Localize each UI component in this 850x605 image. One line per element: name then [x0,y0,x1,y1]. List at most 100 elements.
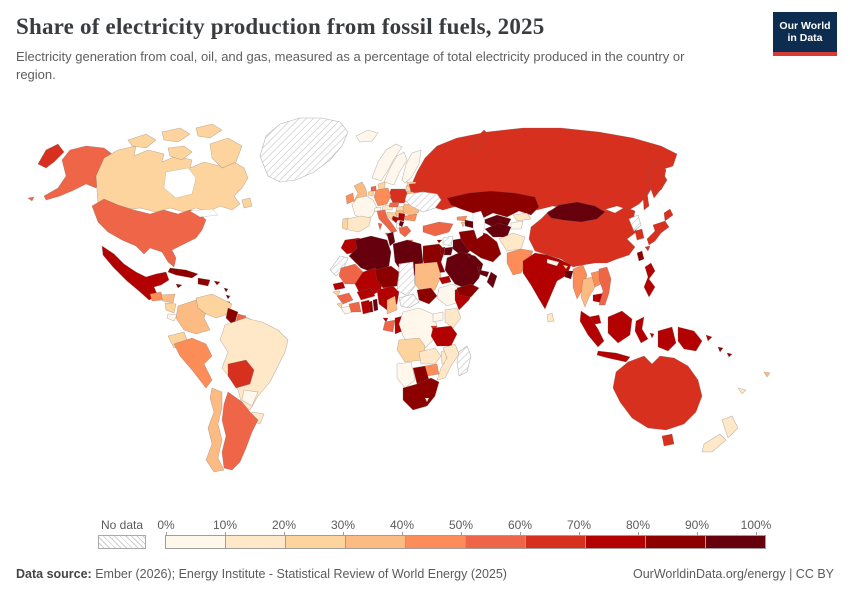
map-country-cuba[interactable] [167,267,199,279]
map-country-mexico[interactable] [101,245,170,301]
map-region-arctic-island-4[interactable] [167,145,193,161]
map-country-chile[interactable] [205,387,225,473]
map-country-netherlands[interactable] [370,185,377,192]
map-region-kamchatka[interactable] [647,159,667,199]
map-region-sakhalin[interactable] [642,191,650,211]
map-region-aleutians[interactable] [27,196,35,202]
map-country-argentina[interactable] [221,391,259,471]
map-country-kazakhstan[interactable] [446,190,540,220]
legend-color-bin[interactable] [165,535,226,549]
map-country-nicaragua[interactable] [164,302,177,314]
map-country-japan[interactable] [646,220,670,246]
map-country-benin[interactable] [372,298,379,312]
map-country-kenya[interactable] [444,307,462,329]
map-country-vietnam[interactable] [598,266,612,306]
map-region-newfoundland[interactable] [241,197,253,209]
map-country-thailand[interactable] [580,276,596,308]
map-country-namibia[interactable] [396,361,416,389]
map-country-cyprus[interactable] [436,239,443,244]
map-country-senegal[interactable] [332,281,346,291]
map-country-kosovo[interactable] [398,220,405,228]
map-country-bolivia[interactable] [227,359,255,389]
map-country-azerbaijan[interactable] [464,219,476,229]
map-country-norway[interactable] [371,143,403,182]
map-country-kyrgyzstan[interactable] [512,212,532,222]
map-country-south-sudan[interactable] [416,287,438,305]
map-country-usa[interactable] [91,198,207,268]
map-region-sulawesi[interactable] [634,316,649,344]
map-country-togo[interactable] [368,300,374,313]
map-country-cote-divoire[interactable] [348,301,362,313]
map-region-sardinia[interactable] [377,222,383,231]
map-country-armenia[interactable] [460,221,466,228]
map-country-italy[interactable] [376,209,398,234]
map-country-belgium[interactable] [367,190,375,197]
map-country-germany[interactable] [373,187,392,207]
map-country-madagascar[interactable] [456,345,472,377]
legend-color-bin[interactable] [585,535,646,549]
map-country-finland[interactable] [401,149,422,184]
map-country-south-africa[interactable] [402,377,440,411]
legend-color-bin[interactable] [465,535,526,549]
map-country-nepal[interactable] [546,258,560,267]
legend-color-scale[interactable] [165,535,766,549]
map-country-new-caledonia[interactable] [737,387,747,395]
map-country-india[interactable] [522,252,572,310]
map-country-costa-rica[interactable] [166,313,178,322]
legend-no-data[interactable]: No data [98,518,146,549]
map-country-western-sahara[interactable] [329,255,349,277]
legend-color-bin[interactable] [405,535,466,549]
map-country-portugal[interactable] [341,217,349,231]
map-country-paraguay[interactable] [241,389,259,407]
map-country-australia[interactable] [612,355,703,431]
map-country-sri-lanka[interactable] [546,312,555,323]
map-country-tunisia[interactable] [386,231,396,247]
map-region-nz-south-island[interactable] [701,433,727,453]
map-country-kuwait[interactable] [466,252,472,259]
map-country-oman[interactable] [486,271,498,289]
map-country-tanzania[interactable] [430,325,458,347]
map-region-arctic-island-2[interactable] [161,127,191,143]
map-country-south-korea[interactable] [634,228,645,241]
map-country-greece[interactable] [398,225,412,238]
map-country-serbia[interactable] [397,212,406,222]
map-region-tasmania[interactable] [661,433,675,447]
map-region-arctic-island-1[interactable] [127,133,157,149]
map-country-philippines[interactable] [643,262,656,298]
map-country-uzbekistan[interactable] [480,214,512,228]
map-country-saudi-arabia[interactable] [444,251,484,291]
map-region-west-papua[interactable] [657,326,677,352]
map-country-albania[interactable] [395,222,401,230]
map-region-hokkaido[interactable] [663,208,674,222]
map-country-israel[interactable] [439,246,446,258]
legend-color-bin[interactable] [345,535,406,549]
map-country-france[interactable] [351,195,378,221]
map-country-bangladesh[interactable] [564,270,574,280]
map-country-papua-new-guinea[interactable] [677,326,703,352]
legend-color-bin[interactable] [225,535,286,549]
map-country-jordan[interactable] [443,246,454,256]
map-country-gabon[interactable] [382,319,396,333]
map-country-car[interactable] [398,293,420,309]
map-country-cameroon[interactable] [386,295,398,315]
map-country-ukraine[interactable] [404,191,442,213]
map-country-fiji[interactable] [763,371,771,378]
map-country-tajikistan[interactable] [510,220,524,230]
map-country-bulgaria[interactable] [404,213,418,222]
legend-color-bin[interactable] [525,535,586,549]
map-country-lesotho[interactable] [424,397,430,403]
footer-link[interactable]: OurWorldinData.org/energy | CC BY [632,567,834,581]
map-country-mozambique[interactable] [436,343,460,381]
map-country-bosnia[interactable] [391,215,400,224]
map-country-burkina-faso[interactable] [356,287,376,301]
map-country-ireland[interactable] [345,192,355,205]
map-region-chukotka[interactable] [37,143,65,169]
map-country-north-korea[interactable] [628,214,642,232]
map-country-bhutan[interactable] [562,264,569,270]
map-country-uae[interactable] [478,269,490,278]
map-country-greenland[interactable] [259,117,349,183]
map-country-chad[interactable] [396,261,416,297]
legend-color-bin[interactable] [705,535,766,549]
owid-logo[interactable]: Our World in Data [773,12,837,56]
map-region-maluku[interactable] [649,332,655,339]
